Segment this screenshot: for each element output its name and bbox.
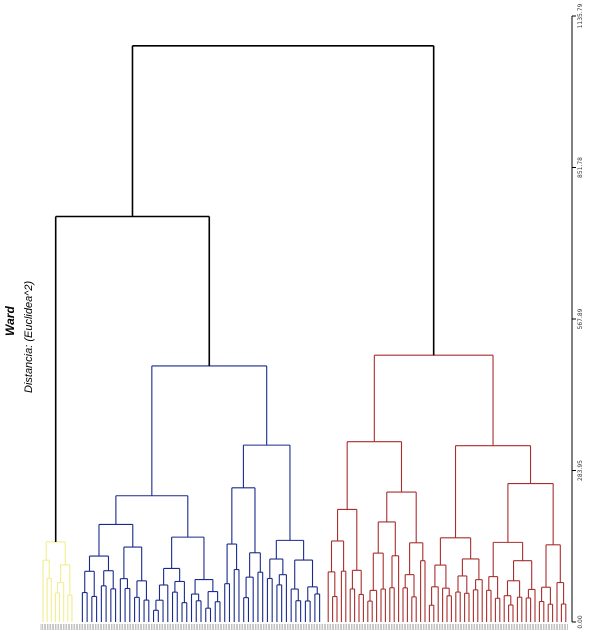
y-tick-label: 567.89	[577, 308, 584, 329]
y-axis: 0.00 283.95 567.89 851.78 1135.79	[571, 3, 584, 629]
dendrogram-tree	[40, 44, 568, 630]
y-tick-label: 283.95	[577, 460, 584, 481]
chart-title: Ward	[3, 306, 17, 336]
y-tick-label: 0.00	[577, 615, 584, 629]
y-tick-label: 1135.79	[577, 3, 584, 28]
chart-subtitle: Distancia: (Euclidea^2)	[23, 281, 35, 393]
y-tick-label: 851.78	[577, 157, 584, 178]
